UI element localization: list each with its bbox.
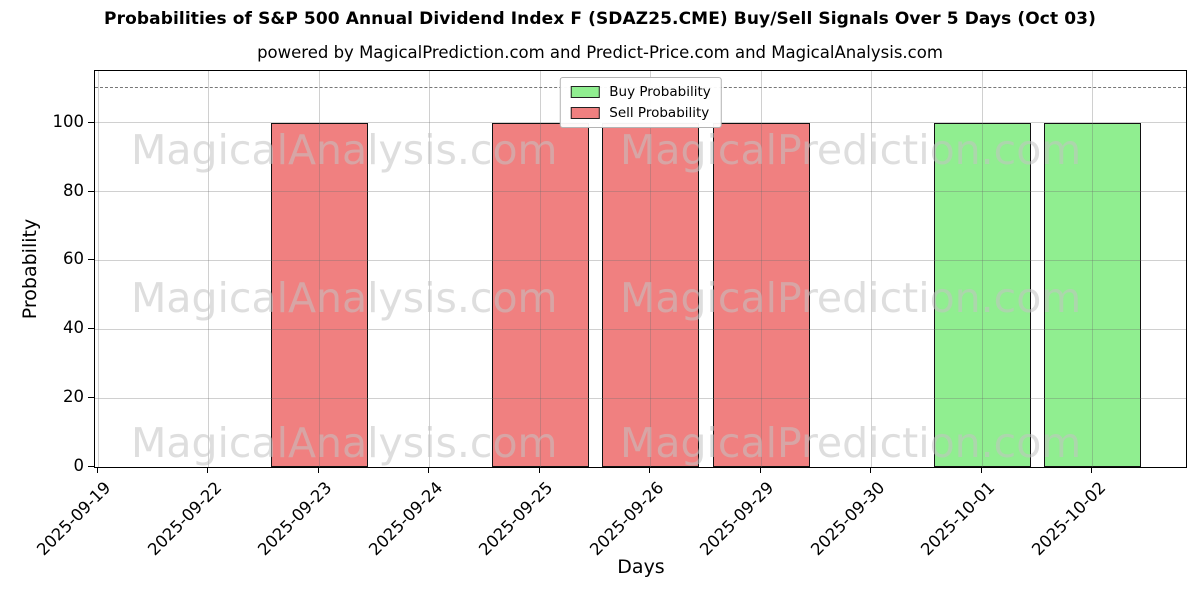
gridline-vertical	[871, 71, 872, 467]
gridline-vertical	[1092, 71, 1093, 467]
legend-label-sell: Sell Probability	[609, 105, 710, 121]
chart-subtitle: powered by MagicalPrediction.com and Pre…	[257, 43, 943, 62]
probability-bar	[491, 122, 589, 467]
gridline-vertical	[97, 71, 99, 467]
y-tick-mark	[88, 259, 94, 261]
y-tick-label: 100	[52, 111, 85, 131]
x-tick-mark	[759, 467, 761, 473]
x-tick-label: 2025-10-01	[917, 478, 999, 560]
x-tick-mark	[207, 467, 208, 473]
probability-bar	[712, 122, 810, 467]
x-tick-mark	[1091, 467, 1092, 473]
gridline-horizontal	[95, 191, 1186, 193]
y-tick-mark	[88, 190, 94, 192]
gridline-vertical	[318, 71, 320, 467]
y-tick-label: 0	[73, 456, 85, 475]
x-tick-mark	[980, 467, 982, 473]
x-tick-label: 2025-09-19	[33, 478, 115, 560]
probability-bar	[1044, 122, 1141, 467]
x-tick-label: 2025-09-29	[696, 478, 778, 560]
legend-item-buy: Buy Probability	[570, 84, 711, 100]
legend-item-sell: Sell Probability	[570, 105, 710, 121]
gridline-vertical	[981, 71, 983, 467]
probability-bar	[270, 122, 368, 467]
y-tick-label: 40	[63, 318, 84, 338]
gridline-vertical	[650, 71, 651, 467]
y-tick-label: 20	[63, 387, 84, 407]
y-tick-label: 80	[63, 180, 84, 200]
plot-area: Buy Probability Sell Probability Magical…	[94, 70, 1187, 468]
x-tick-mark	[317, 467, 319, 473]
y-tick-mark	[88, 397, 94, 399]
gridline-vertical	[760, 71, 762, 467]
x-tick-mark	[649, 467, 650, 473]
y-tick-mark	[88, 466, 94, 467]
gridline-vertical	[539, 71, 541, 467]
x-axis-label: Days	[617, 556, 665, 578]
probability-bar	[933, 122, 1031, 467]
x-tick-label: 2025-09-26	[585, 478, 667, 560]
sell-swatch-icon	[570, 107, 600, 119]
x-tick-label: 2025-09-23	[254, 478, 336, 560]
x-tick-mark	[870, 467, 871, 473]
gridline-horizontal	[95, 397, 1186, 399]
chart-title: Probabilities of S&P 500 Annual Dividend…	[104, 9, 1096, 29]
y-tick-label: 60	[63, 249, 84, 269]
gridline-vertical	[429, 71, 430, 467]
gridline-horizontal	[95, 259, 1186, 261]
y-tick-mark	[88, 328, 94, 330]
legend: Buy Probability Sell Probability	[559, 77, 722, 128]
x-tick-label: 2025-09-22	[143, 478, 225, 560]
gridline-vertical	[208, 71, 209, 467]
x-tick-label: 2025-09-25	[475, 478, 557, 560]
legend-label-buy: Buy Probability	[609, 84, 711, 100]
x-tick-label: 2025-09-30	[806, 478, 888, 560]
x-tick-mark	[96, 467, 98, 473]
gridline-horizontal	[95, 328, 1186, 330]
y-tick-mark	[88, 121, 94, 123]
probability-bar	[602, 122, 699, 467]
buy-swatch-icon	[570, 86, 600, 98]
x-tick-label: 2025-10-02	[1027, 478, 1109, 560]
x-tick-mark	[428, 467, 429, 473]
x-tick-label: 2025-09-24	[364, 478, 446, 560]
x-tick-mark	[538, 467, 540, 473]
